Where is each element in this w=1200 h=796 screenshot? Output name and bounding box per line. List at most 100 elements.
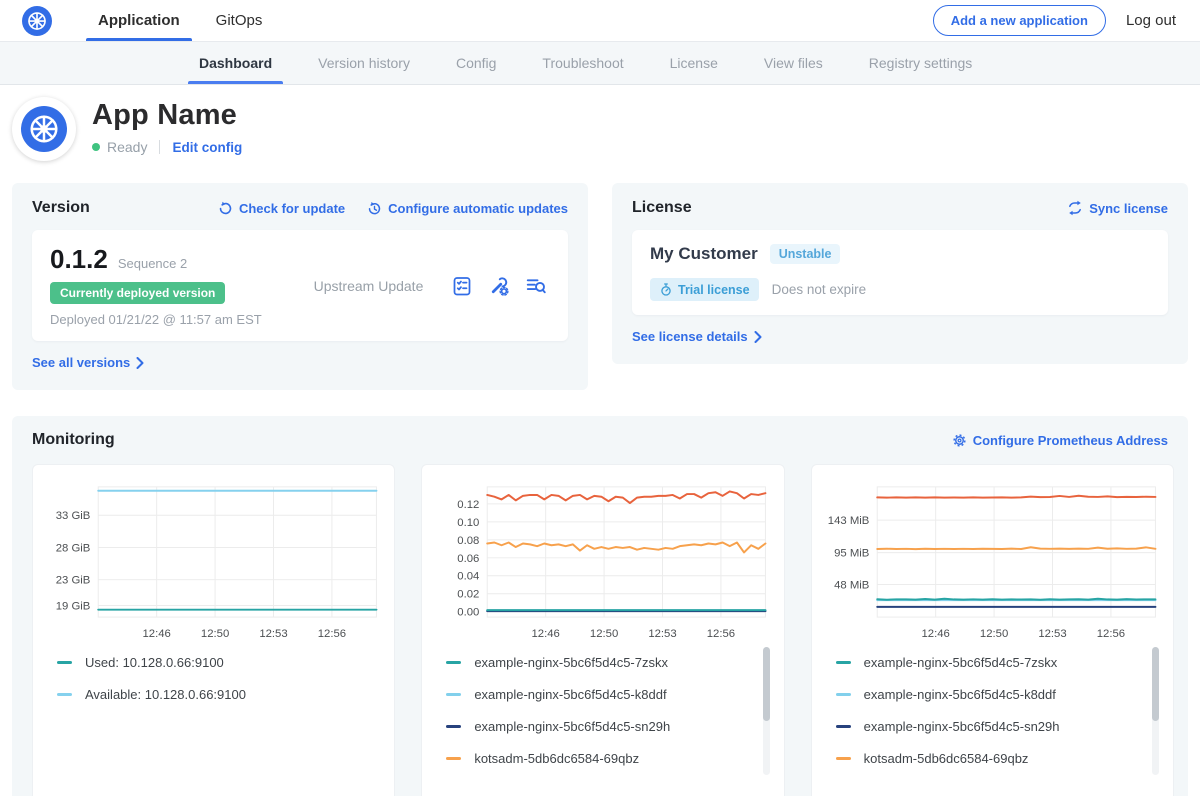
svg-text:0.12: 0.12: [458, 499, 480, 511]
svg-text:12:56: 12:56: [707, 628, 735, 640]
refresh-icon: [218, 201, 233, 216]
tab-troubleshoot[interactable]: Troubleshoot: [519, 42, 646, 84]
legend-label: example-nginx-5bc6f5d4c5-7zskx: [864, 655, 1058, 670]
chevron-right-icon: [754, 331, 762, 343]
tab-view-files[interactable]: View files: [741, 42, 846, 84]
logout-link[interactable]: Log out: [1126, 12, 1176, 29]
sync-license-link[interactable]: Sync license: [1067, 200, 1168, 216]
trial-license-badge: Trial license: [650, 278, 759, 301]
license-card: License Sync license My Custo: [612, 183, 1188, 364]
legend-swatch: [836, 693, 851, 696]
cpu-usage-legend: example-nginx-5bc6f5d4c5-7zskx example-ng…: [432, 645, 773, 783]
svg-text:48 MiB: 48 MiB: [834, 579, 869, 591]
deploy-logs-icon[interactable]: [526, 276, 546, 296]
legend-label: Used: 10.128.0.66:9100: [85, 655, 224, 670]
configure-prometheus-link[interactable]: Configure Prometheus Address: [952, 433, 1168, 448]
legend-item: example-nginx-5bc6f5d4c5-7zskx: [446, 655, 753, 670]
see-license-details-link[interactable]: See license details: [632, 329, 762, 344]
legend-item: Used: 10.128.0.66:9100: [57, 655, 364, 670]
version-sequence: Sequence 2: [118, 256, 187, 271]
tab-version-history[interactable]: Version history: [295, 42, 433, 84]
check-for-update-link[interactable]: Check for update: [218, 201, 345, 216]
edit-config-link[interactable]: Edit config: [172, 140, 242, 155]
app-header: App Name Ready Edit config: [0, 85, 1200, 161]
sync-arrows-icon: [1067, 200, 1083, 216]
svg-text:0.10: 0.10: [458, 517, 480, 529]
top-tabs: ApplicationGitOps: [80, 0, 280, 41]
memory-usage-legend: example-nginx-5bc6f5d4c5-7zskx example-ng…: [822, 645, 1163, 783]
legend-swatch: [446, 725, 461, 728]
svg-text:12:46: 12:46: [921, 628, 949, 640]
svg-text:23 GiB: 23 GiB: [56, 575, 91, 587]
app-icon: [12, 97, 76, 161]
legend-item: kotsadm-5db6dc6584-69qbz: [446, 751, 753, 766]
legend-item: kotsadm-5db6dc6584-69qbz: [836, 751, 1143, 766]
tab-config[interactable]: Config: [433, 42, 519, 84]
svg-text:12:56: 12:56: [318, 628, 346, 640]
upstream-update-label: Upstream Update: [285, 278, 452, 294]
config-wrench-icon[interactable]: [489, 276, 509, 296]
legend-item: example-nginx-5bc6f5d4c5-k8ddf: [836, 687, 1143, 702]
svg-text:0.02: 0.02: [458, 589, 480, 601]
legend-swatch: [57, 661, 72, 664]
svg-text:12:56: 12:56: [1096, 628, 1124, 640]
legend-item: example-nginx-5bc6f5d4c5-sn29h: [446, 719, 753, 734]
chart-title: Memory Usage: [822, 783, 1163, 796]
legend-scrollbar-thumb[interactable]: [1152, 647, 1159, 721]
top-navigation: ApplicationGitOps Add a new application …: [0, 0, 1200, 42]
configure-automatic-updates-link[interactable]: Configure automatic updates: [367, 201, 568, 216]
license-expiration: Does not expire: [772, 282, 867, 297]
legend-swatch: [57, 693, 72, 696]
chevron-right-icon: [136, 357, 144, 369]
svg-text:0.06: 0.06: [458, 553, 480, 565]
svg-text:33 GiB: 33 GiB: [56, 510, 91, 522]
legend-scrollbar[interactable]: [763, 647, 770, 775]
memory-usage-chart-card: 48 MiB95 MiB143 MiB12:4612:5012:5312:56e…: [811, 464, 1174, 796]
legend-label: example-nginx-5bc6f5d4c5-sn29h: [474, 719, 670, 734]
legend-item: example-nginx-5bc6f5d4c5-sn29h: [836, 719, 1143, 734]
legend-item: example-nginx-5bc6f5d4c5-k8ddf: [446, 687, 753, 702]
clock-refresh-icon: [367, 201, 382, 216]
legend-scrollbar-thumb[interactable]: [763, 647, 770, 721]
license-card-title: License: [632, 199, 692, 217]
legend-swatch: [836, 757, 851, 760]
legend-label: example-nginx-5bc6f5d4c5-7zskx: [474, 655, 668, 670]
customer-name: My Customer: [650, 244, 758, 264]
legend-swatch: [446, 757, 461, 760]
kubernetes-logo: [22, 0, 52, 41]
legend-label: example-nginx-5bc6f5d4c5-k8ddf: [864, 687, 1056, 702]
add-application-button[interactable]: Add a new application: [933, 5, 1106, 36]
svg-text:12:53: 12:53: [259, 628, 287, 640]
status-badge: Ready: [107, 139, 147, 155]
top-tab-application[interactable]: Application: [80, 0, 198, 41]
legend-label: Available: 10.128.0.66:9100: [85, 687, 246, 702]
cpu-usage-chart-card: 0.000.020.040.060.080.100.1212:4612:5012…: [421, 464, 784, 796]
version-card-title: Version: [32, 199, 90, 217]
tab-dashboard[interactable]: Dashboard: [176, 42, 295, 84]
legend-scrollbar[interactable]: [1152, 647, 1159, 775]
deployed-timestamp: Deployed 01/21/22 @ 11:57 am EST: [50, 312, 285, 327]
svg-text:95 MiB: 95 MiB: [834, 548, 869, 560]
legend-label: kotsadm-5db6dc6584-69qbz: [864, 751, 1029, 766]
version-number: 0.1.2: [50, 244, 108, 275]
monitoring-section: Monitoring Configure Prometheus Address …: [12, 416, 1188, 796]
divider: [159, 140, 160, 154]
svg-text:12:53: 12:53: [649, 628, 677, 640]
app-sub-navigation: DashboardVersion historyConfigTroublesho…: [0, 42, 1200, 85]
tab-registry-settings[interactable]: Registry settings: [846, 42, 995, 84]
page-title: App Name: [92, 99, 242, 132]
top-tab-gitops[interactable]: GitOps: [198, 0, 281, 41]
stopwatch-icon: [659, 282, 673, 297]
legend-swatch: [446, 661, 461, 664]
legend-swatch: [446, 693, 461, 696]
legend-label: example-nginx-5bc6f5d4c5-k8ddf: [474, 687, 666, 702]
svg-text:0.08: 0.08: [458, 535, 480, 547]
chart-title: Disk Usage: [43, 783, 384, 796]
memory-usage-plot: 48 MiB95 MiB143 MiB12:4612:5012:5312:56: [822, 477, 1163, 645]
legend-label: kotsadm-5db6dc6584-69qbz: [474, 751, 639, 766]
preflight-checks-icon[interactable]: [452, 276, 472, 296]
svg-text:143 MiB: 143 MiB: [827, 515, 869, 527]
see-all-versions-link[interactable]: See all versions: [32, 355, 144, 370]
tab-license[interactable]: License: [647, 42, 741, 84]
gear-icon: [952, 433, 967, 448]
